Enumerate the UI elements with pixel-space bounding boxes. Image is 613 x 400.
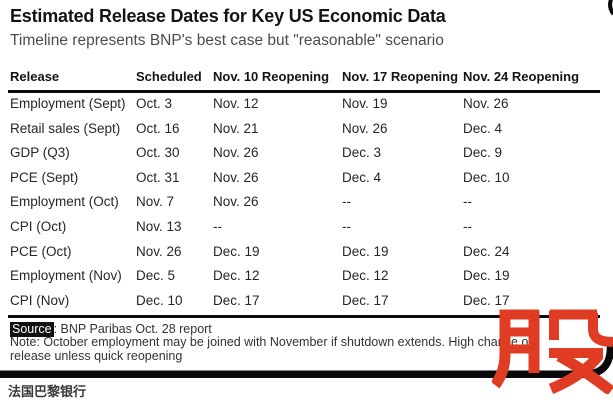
date-cell: --: [342, 219, 351, 234]
release-name-cell: CPI (Oct): [10, 219, 67, 234]
source-text: : BNP Paribas Oct. 28 report: [53, 322, 212, 336]
table-row: CPI (Nov) Dec. 10 Dec. 17 Dec. 17 Dec. 17: [10, 293, 603, 315]
date-cell: --: [463, 194, 472, 210]
note-line-1: Note: October employment may be joined w…: [10, 335, 532, 349]
column-header: Release: [10, 69, 60, 84]
release-name-cell: Employment (Sept): [10, 96, 126, 111]
date-cell: Nov. 26: [213, 194, 259, 210]
column-header: Nov. 10 Reopening: [213, 69, 330, 84]
table-row: Employment (Sept) Oct. 3 Nov. 12 Nov. 19 Nov…: [10, 96, 603, 118]
note-text: Note: October employment may be joined w…: [10, 335, 595, 363]
date-cell: Dec. 19: [463, 268, 510, 284]
date-cell: Dec. 17: [213, 292, 260, 308]
date-cell: Oct. 30: [136, 145, 180, 161]
column-header: Nov. 17 Reopening: [342, 69, 459, 84]
date-cell: Dec. 9: [463, 145, 503, 161]
table-row: Employment (Oct) Nov. 7 Nov. 26 -- --: [10, 194, 603, 216]
date-cell: Dec. 24: [463, 243, 510, 259]
release-name-cell: PCE (Oct): [10, 243, 72, 259]
date-cell: Nov. 26: [463, 96, 509, 111]
date-cell: Oct. 31: [136, 169, 180, 185]
header-rule: [8, 90, 600, 93]
date-cell: Dec. 12: [213, 268, 260, 284]
release-name-cell: Retail sales (Sept): [10, 120, 121, 136]
date-cell: --: [342, 194, 351, 210]
table-row: CPI (Oct) Nov. 13 -- -- --: [10, 219, 603, 241]
date-cell: Dec. 4: [342, 169, 382, 185]
date-cell: --: [213, 219, 222, 234]
date-cell: Dec. 3: [342, 145, 382, 161]
table-row: PCE (Oct) Nov. 26 Dec. 19 Dec. 19 Dec. 24: [10, 244, 603, 266]
date-cell: Nov. 26: [342, 120, 388, 136]
table-row: GDP (Q3) Oct. 30 Nov. 26 Dec. 3 Dec. 9: [10, 145, 603, 167]
column-header: Nov. 24 Reopening: [463, 69, 580, 84]
date-cell: Oct. 16: [136, 120, 180, 136]
page-subtitle: Timeline represents BNP's best case but …: [10, 32, 444, 49]
date-cell: Nov. 26: [136, 243, 182, 259]
source-line: Source: BNP Paribas Oct. 28 report: [10, 322, 212, 337]
date-cell: Nov. 13: [136, 219, 182, 234]
date-cell: --: [463, 219, 472, 234]
table-bottom-rule: [8, 315, 600, 318]
note-line-2: release unless quick reopening: [10, 348, 183, 363]
date-cell: Dec. 17: [342, 292, 389, 308]
date-cell: Nov. 7: [136, 194, 175, 210]
release-name-cell: GDP (Q3): [10, 145, 70, 161]
date-cell: Dec. 17: [463, 292, 510, 308]
date-cell: Dec. 10: [463, 169, 510, 185]
date-cell: Dec. 19: [213, 243, 260, 259]
date-cell: Dec. 4: [463, 120, 503, 136]
release-name-cell: PCE (Sept): [10, 169, 79, 185]
date-cell: Dec. 10: [136, 292, 183, 308]
source-label-highlight: Source: [10, 322, 54, 337]
date-cell: Oct. 3: [136, 96, 173, 111]
date-cell: Dec. 5: [136, 268, 176, 284]
date-cell: Dec. 12: [342, 268, 389, 284]
table-row: Employment (Nov) Dec. 5 Dec. 12 Dec. 12 Dec.…: [10, 268, 603, 290]
date-cell: Dec. 19: [342, 243, 389, 259]
date-cell: Nov. 12: [213, 96, 259, 111]
page-title: Estimated Release Dates for Key US Econo…: [10, 6, 446, 26]
release-name-cell: Employment (Nov): [10, 268, 122, 284]
release-name-cell: Employment (Oct): [10, 194, 119, 210]
table-header-row: Release Scheduled Nov. 10 Reopening Nov. 17…: [10, 69, 603, 89]
caption-bnp-paribas-cn: 法国巴黎银行: [8, 384, 87, 399]
date-cell: Nov. 26: [213, 169, 259, 185]
date-cell: Nov. 21: [213, 120, 259, 136]
date-cell: Nov. 19: [342, 96, 388, 111]
table-row: PCE (Sept) Oct. 31 Nov. 26 Dec. 4 Dec. 10: [10, 170, 603, 192]
release-name-cell: CPI (Nov): [10, 292, 70, 308]
date-cell: Nov. 26: [213, 145, 259, 161]
column-header: Scheduled: [136, 69, 202, 84]
table-row: Retail sales (Sept) Oct. 16 Nov. 21 Nov. 26…: [10, 121, 603, 143]
